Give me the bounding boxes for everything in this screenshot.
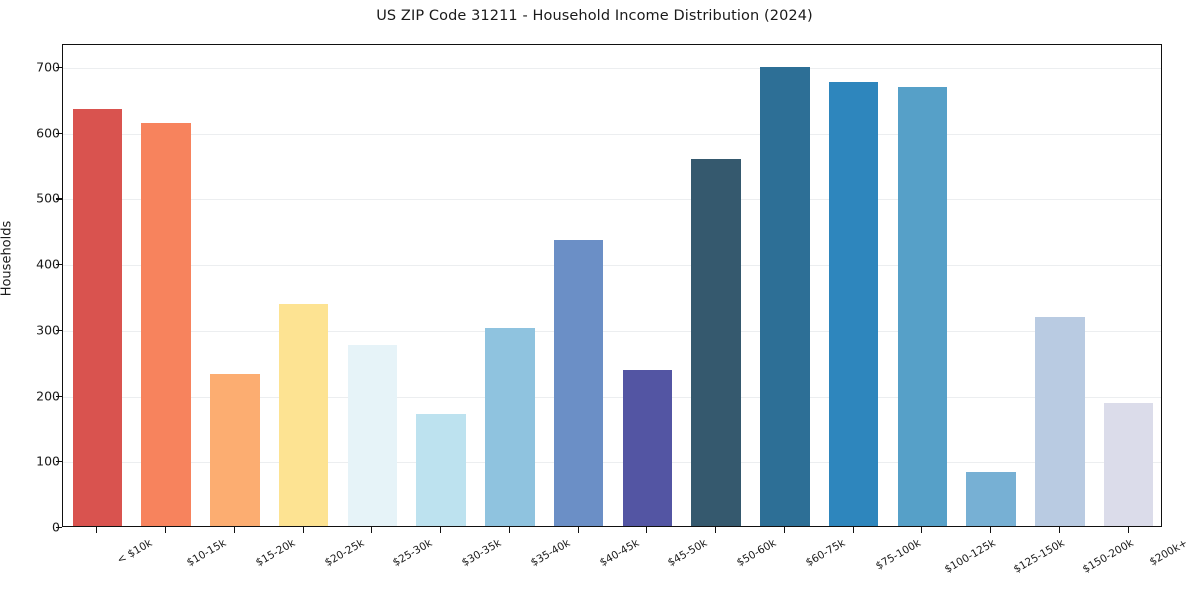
x-axis-tick-label: < $10k — [115, 537, 155, 567]
bar — [1103, 403, 1154, 526]
bar — [966, 472, 1016, 526]
x-axis-tick-mark — [1127, 527, 1129, 533]
x-axis-tick-mark — [990, 527, 992, 533]
x-axis-tick-label: $200k+ — [1147, 537, 1189, 569]
x-axis-tick-mark — [921, 527, 923, 533]
x-axis-tick-label: $30-35k — [459, 537, 504, 570]
x-axis-tick-mark — [646, 527, 648, 533]
x-axis-tick-mark — [302, 527, 304, 533]
gridline — [63, 265, 1161, 267]
x-axis-tick-label: $125-150k — [1011, 537, 1067, 576]
y-axis-tick-mark — [56, 132, 62, 134]
y-axis-tick-label: 600 — [36, 125, 60, 141]
y-axis-tick-mark — [56, 395, 62, 397]
x-axis-tick-mark — [371, 527, 373, 533]
plot-frame — [62, 44, 1162, 527]
bar — [278, 303, 329, 526]
x-axis-tick-mark — [577, 527, 579, 533]
x-axis-tick-label: $150-200k — [1080, 537, 1136, 576]
gridline — [63, 68, 1161, 69]
x-axis-tick-mark — [508, 527, 510, 533]
bar — [897, 87, 948, 526]
x-axis-tick-label: $100-125k — [942, 537, 999, 576]
plot-area — [63, 45, 1161, 526]
x-axis-tick-mark — [440, 527, 442, 533]
y-axis-tick-label: 100 — [36, 453, 60, 469]
bar — [828, 82, 879, 526]
bar — [760, 66, 810, 526]
x-axis-tick-label: $10-15k — [184, 537, 229, 570]
y-axis-tick-label: 200 — [36, 388, 60, 404]
y-axis-tick-label: 0 — [0, 520, 60, 535]
x-axis-tick-label: $20-25k — [322, 537, 366, 570]
gridline — [63, 133, 1161, 135]
bar — [1035, 317, 1085, 526]
bar — [72, 108, 123, 526]
chart-title: US ZIP Code 31211 - Household Income Dis… — [376, 8, 813, 24]
x-axis-tick-mark — [715, 527, 717, 533]
bar — [416, 414, 466, 526]
y-axis-tick-label: 700 — [36, 59, 60, 75]
x-axis-tick-label: $45-50k — [666, 537, 710, 570]
bar — [691, 158, 741, 526]
bar — [553, 240, 604, 526]
x-axis-tick-label: $40-45k — [597, 537, 641, 570]
y-axis-tick-label: 300 — [36, 322, 60, 338]
x-axis-tick-label: $35-40k — [528, 537, 573, 570]
gridline — [63, 199, 1161, 201]
y-axis-tick-mark — [56, 527, 62, 529]
bar — [622, 369, 673, 526]
y-axis-tick-mark — [56, 329, 62, 331]
y-axis-tick-mark — [56, 461, 62, 463]
bar — [485, 327, 535, 526]
y-axis-tick-mark — [56, 198, 62, 200]
gridline — [63, 330, 1161, 332]
y-axis-tick-mark — [56, 67, 62, 69]
bar — [141, 123, 191, 526]
x-axis-tick-mark — [852, 527, 854, 533]
x-axis-tick-mark — [783, 527, 785, 533]
x-axis-tick-mark — [1058, 527, 1060, 533]
x-axis-tick-mark — [96, 527, 98, 533]
x-axis-tick-label: $50-60k — [734, 537, 779, 570]
gridline — [63, 396, 1161, 398]
y-axis-tick-mark — [56, 264, 62, 266]
x-axis-tick-label: $60-75k — [803, 537, 848, 570]
x-axis-tick-mark — [233, 527, 235, 533]
x-axis-tick-label: $75-100k — [873, 537, 923, 573]
gridline — [63, 462, 1161, 464]
x-axis-tick-label: $25-30k — [391, 537, 435, 570]
bar — [210, 373, 260, 526]
x-axis-tick-label: $15-20k — [253, 537, 298, 570]
y-axis-tick-label: 400 — [36, 256, 60, 272]
x-axis-tick-mark — [165, 527, 167, 533]
bar — [347, 344, 398, 526]
y-axis-tick-label: 500 — [36, 190, 60, 206]
